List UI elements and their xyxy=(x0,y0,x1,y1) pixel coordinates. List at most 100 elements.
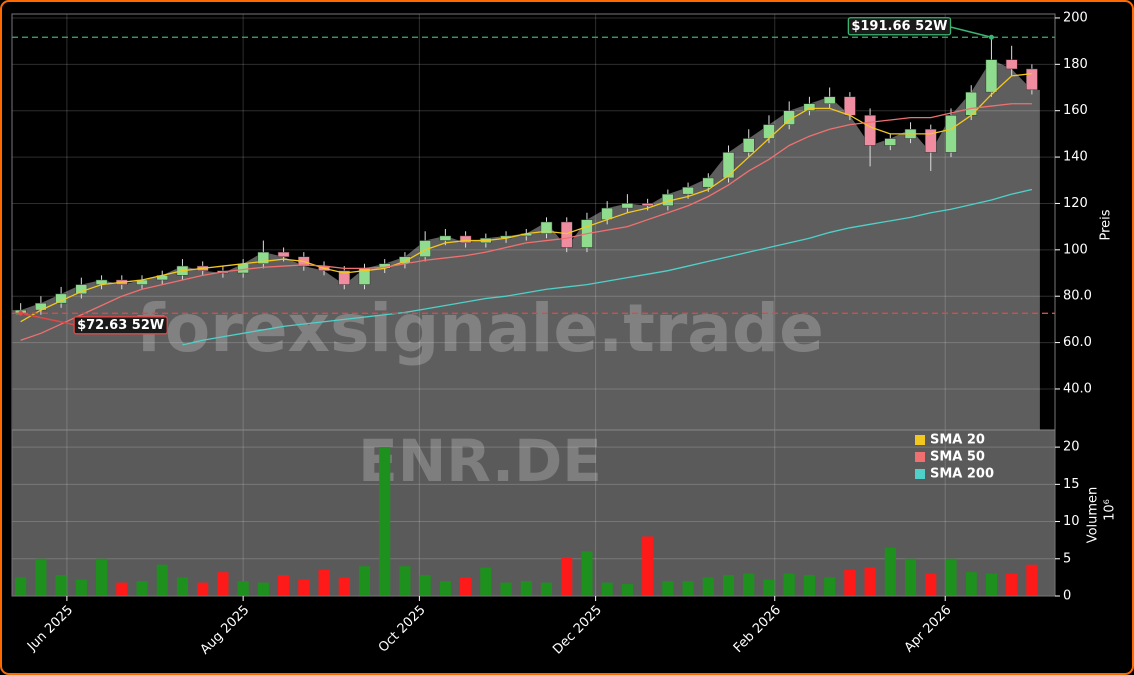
candle-body xyxy=(1026,68,1038,91)
volume-bar xyxy=(156,564,168,596)
y-tick-label: 80.0 xyxy=(1063,289,1092,304)
candle-body xyxy=(75,284,88,295)
y-tick-label: 60.0 xyxy=(1063,335,1092,350)
annotation-label: $191.66 52W xyxy=(851,19,947,34)
volume-bar xyxy=(15,577,27,596)
volume-bar xyxy=(379,447,391,596)
volume-bar xyxy=(460,577,472,596)
volume-bar xyxy=(722,575,735,596)
y-tick-label: 40.0 xyxy=(1063,381,1092,396)
volume-bar xyxy=(662,581,674,596)
annotation-arrow xyxy=(947,25,992,39)
candle-body xyxy=(742,138,755,153)
volume-bar xyxy=(642,536,654,596)
volume-bar xyxy=(278,575,290,596)
candle-body xyxy=(682,186,694,195)
candle-body xyxy=(277,251,290,258)
candle-body xyxy=(763,124,775,139)
candle-body xyxy=(722,152,735,179)
volume-bar xyxy=(35,558,47,596)
legend-swatch xyxy=(915,452,925,462)
volume-bar xyxy=(540,582,553,596)
candle-body xyxy=(864,115,876,146)
volume-bar xyxy=(419,575,431,596)
y-axis-label: Preis xyxy=(1099,209,1114,240)
volume-bar xyxy=(197,582,209,596)
volume-bar xyxy=(1026,564,1038,596)
volume-bar xyxy=(338,577,350,596)
plot: forexsignale.trade ENR.DE $191.66 52W $72.6… xyxy=(12,14,1055,597)
volume-bar xyxy=(318,569,330,596)
candle-body xyxy=(459,235,472,244)
volume-bar xyxy=(884,547,896,596)
volume-bar xyxy=(844,569,856,596)
volume-bar xyxy=(621,584,633,596)
legend-label: SMA 20 xyxy=(930,433,985,448)
annotation-arrow xyxy=(20,312,77,327)
volume-bar xyxy=(480,567,492,596)
candle-body xyxy=(560,221,573,248)
volume-bar xyxy=(945,558,957,596)
volume-bar xyxy=(136,581,148,596)
volume-bar xyxy=(116,582,128,596)
plot-border xyxy=(11,13,1056,597)
watermark: ENR.DE xyxy=(358,427,602,495)
price-area xyxy=(12,59,1040,431)
volume-bar xyxy=(257,582,269,596)
volume-bar xyxy=(925,573,937,596)
y2-tick-label: 10 xyxy=(1063,514,1080,529)
volume-bar xyxy=(1006,573,1018,596)
candle-body xyxy=(237,263,249,274)
volume-bar xyxy=(176,577,189,596)
volume-bar xyxy=(399,566,411,596)
volume-bar xyxy=(783,573,795,596)
y2-tick-label: 5 xyxy=(1063,551,1071,566)
volume-bar xyxy=(985,573,997,596)
candle-body xyxy=(803,103,816,111)
candle-body xyxy=(419,240,431,258)
y-tick-label: 100 xyxy=(1063,242,1088,257)
volume-bar xyxy=(581,551,593,596)
candle-body xyxy=(439,235,452,241)
y-tick-label: 120 xyxy=(1063,196,1088,211)
sma-line xyxy=(20,103,1032,341)
annotation-arrowhead xyxy=(988,34,994,40)
volume-bar xyxy=(803,575,815,596)
volume-bar xyxy=(237,581,249,596)
candle-body xyxy=(35,302,47,311)
candle-body xyxy=(257,251,270,264)
volume-bar xyxy=(743,573,755,596)
volume-bar xyxy=(96,558,108,596)
annotation-label: $72.63 52W xyxy=(77,318,164,333)
candle-body xyxy=(844,96,856,116)
y2-axis-unit: 10⁶ xyxy=(1103,499,1118,521)
watermark: forexsignale.trade xyxy=(136,290,824,367)
y2-axis-label: Volumen xyxy=(1086,487,1101,544)
candle-body xyxy=(540,221,553,234)
volume-bar xyxy=(864,567,876,596)
volume-bar xyxy=(904,558,917,596)
volume-bar xyxy=(965,572,977,596)
volume-panel xyxy=(12,430,1055,596)
y-tick-label: 160 xyxy=(1063,103,1088,118)
volume-bar xyxy=(763,579,775,596)
candle-body xyxy=(1005,59,1018,70)
candle-body xyxy=(945,115,957,153)
candle-body xyxy=(924,128,937,153)
legend-label: SMA 200 xyxy=(930,467,994,482)
y2-tick-label: 15 xyxy=(1063,477,1080,492)
legend-swatch xyxy=(915,469,925,479)
candle-body xyxy=(621,203,634,209)
candle-body xyxy=(884,138,897,146)
y2-tick-label: 20 xyxy=(1063,440,1080,455)
y-tick-label: 200 xyxy=(1063,10,1088,25)
volume-bar xyxy=(824,577,836,596)
annotation-box xyxy=(847,17,952,36)
volume-bar xyxy=(75,579,87,596)
volume-bar xyxy=(55,575,67,596)
candle-body xyxy=(783,110,796,125)
sma-line xyxy=(182,188,1033,346)
volume-bar xyxy=(601,582,613,596)
y2-tick-label: 0 xyxy=(1063,589,1071,604)
